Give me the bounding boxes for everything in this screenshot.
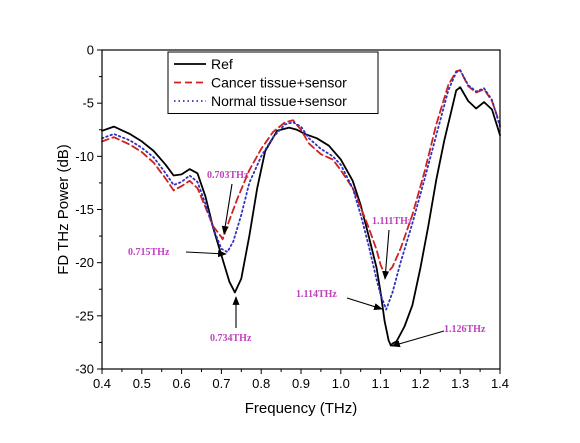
annotation-label: 0.734THz bbox=[210, 333, 252, 344]
axis-ticks: 0.4 0.5 0.6 0.7 0.8 0.9 1.0 1.1 1.2 1.3 1.4 0 -5 -10 -… bbox=[75, 43, 509, 392]
y-tick-label: -15 bbox=[75, 202, 94, 217]
x-tick-label: 1.2 bbox=[411, 376, 429, 391]
annotation-label: 0.703THz bbox=[207, 170, 249, 181]
annotation-label: 1.126THz bbox=[444, 324, 486, 335]
x-tick-label: 0.8 bbox=[252, 376, 270, 391]
annotation-arrow bbox=[221, 183, 233, 235]
x-tick-label: 0.4 bbox=[93, 376, 111, 391]
x-axis-title: Frequency (THz) bbox=[245, 400, 358, 417]
x-tick-label: 0.7 bbox=[212, 376, 230, 391]
y-tick-label: -20 bbox=[75, 255, 94, 270]
y-tick-label: -10 bbox=[75, 149, 94, 164]
y-tick-label: -5 bbox=[82, 96, 94, 111]
series-line-normal-tissue-sensor bbox=[101, 69, 501, 311]
x-tick-label: 0.9 bbox=[292, 376, 310, 391]
x-tick-label: 1.4 bbox=[491, 376, 509, 391]
annotation-arrow bbox=[185, 250, 227, 258]
annotations: 0.703THz 0.715THz 0.734THz 1.111THz 1.114THz… bbox=[128, 170, 486, 348]
series-line-cancer-tissue-sensor bbox=[101, 69, 501, 277]
x-tick-label: 1.1 bbox=[372, 376, 390, 391]
annotation-arrow bbox=[382, 229, 390, 280]
annotation-arrow bbox=[391, 330, 445, 348]
x-tick-label: 1.3 bbox=[451, 376, 469, 391]
annotation-arrow bbox=[346, 297, 383, 310]
legend-label: Ref bbox=[211, 56, 233, 72]
x-tick-label: 0.5 bbox=[133, 376, 151, 391]
legend: Ref Cancer tissue+sensor Normal tissue+sen… bbox=[167, 51, 379, 114]
y-tick-label: -25 bbox=[75, 308, 94, 323]
x-tick-label: 1.0 bbox=[332, 376, 350, 391]
y-tick-label: -30 bbox=[75, 362, 94, 377]
y-axis-title: FD THz Power (dB) bbox=[55, 144, 72, 275]
x-tick-label: 0.6 bbox=[173, 376, 191, 391]
legend-label: Cancer tissue+sensor bbox=[211, 75, 347, 91]
annotation-label: 0.715THz bbox=[128, 247, 170, 258]
annotation-label: 1.111THz bbox=[372, 216, 413, 227]
series-line-ref bbox=[101, 86, 501, 347]
legend-label: Normal tissue+sensor bbox=[211, 93, 347, 109]
annotation-label: 1.114THz bbox=[296, 289, 337, 300]
y-tick-label: 0 bbox=[87, 43, 94, 58]
